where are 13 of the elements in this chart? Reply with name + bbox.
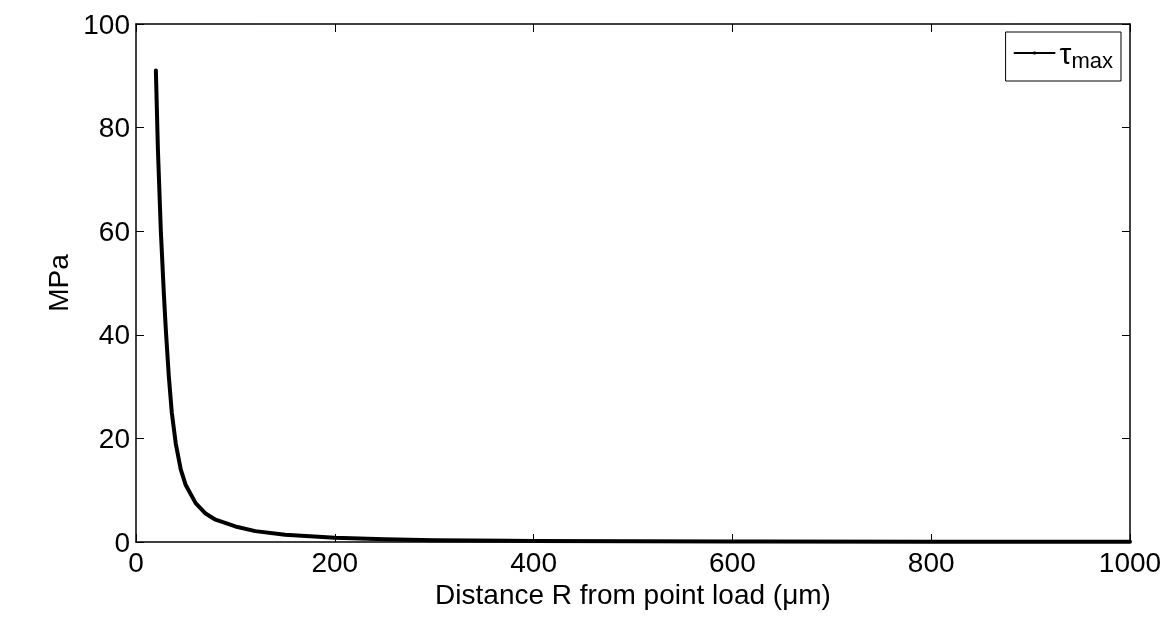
y-tick-label: 60 [98,215,130,247]
y-axis-title: MPa [42,253,74,312]
y-tick-label: 0 [114,526,130,558]
y-tick-label: 80 [98,112,130,144]
x-tick-label: 400 [510,546,557,578]
y-tick-label: 40 [98,319,130,351]
x-tick-label: 200 [311,546,359,578]
x-tick-label: 1000 [1098,546,1162,578]
x-tick-label: 800 [907,546,955,578]
y-tick-label: 20 [98,422,130,454]
x-axis-title: Distance R from point load (μm) [435,579,831,611]
x-tick-label: 600 [709,546,756,578]
y-tick-label: 100 [83,8,130,40]
